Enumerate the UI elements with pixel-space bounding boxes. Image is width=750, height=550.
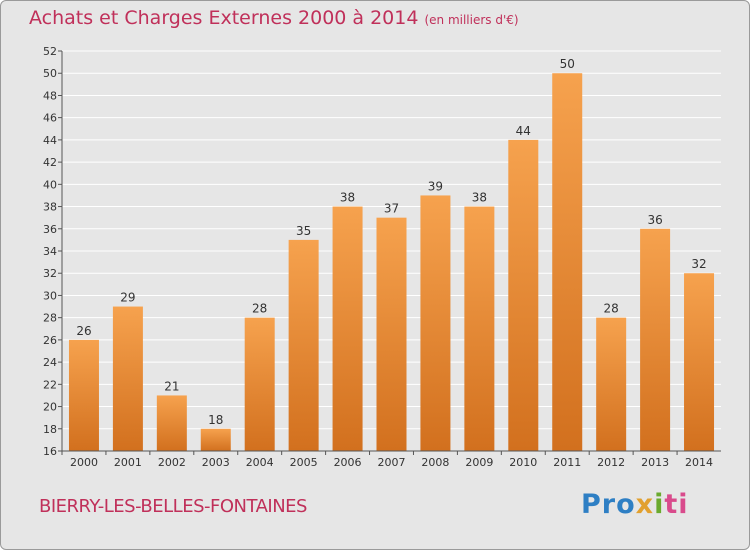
proxiti-logo[interactable]: Proxiti [581,489,689,520]
value-label-2008: 39 [428,179,443,193]
chart-title-text: Achats et Charges Externes 2000 à 2014 [29,7,419,29]
bar-2006 [332,206,363,451]
x-tick-label-2003: 2003 [202,456,230,469]
x-tick-label-2005: 2005 [290,456,318,469]
x-axis: 2000 2001 2002 2003 2004 2005 2006 2007 2008 2009… [61,450,721,469]
y-tick-label: 32 [43,267,57,280]
bar-2012 [596,317,627,451]
value-label-2012: 28 [604,302,619,316]
value-label-2014: 32 [691,257,706,271]
x-tick-label-2013: 2013 [641,456,669,469]
logo-part: Pro [581,489,636,520]
y-tick-label: 16 [43,445,57,458]
x-tick-label-2010: 2010 [509,456,537,469]
bar-2000 [68,339,99,451]
bar-2004 [244,317,275,451]
value-label-2002: 21 [164,379,179,393]
value-label-2006: 38 [340,191,355,205]
x-tick-label-2012: 2012 [597,456,625,469]
y-axis: 16 18 20 22 24 26 28 30 32 34 36 38 40 42 44 46 48 50 52 [43,45,63,458]
y-tick-label: 24 [43,356,57,369]
chart-title: Achats et Charges Externes 2000 à 2014 (e… [29,7,519,29]
x-tick-label-2014: 2014 [685,456,713,469]
logo-part: x [635,489,655,520]
y-tick-label: 18 [43,423,57,436]
y-tick-label: 34 [43,245,57,258]
bar-2014 [684,273,715,451]
x-tick-label-2007: 2007 [378,456,406,469]
bar-2002 [156,395,187,451]
y-tick-label: 50 [43,67,57,80]
bar-2001 [112,306,143,451]
bar-2009 [464,206,495,451]
chart-unit-note: (en milliers d'€) [424,13,519,27]
y-tick-label: 40 [43,178,57,191]
y-tick-label: 22 [43,378,57,391]
bar-2011 [552,73,583,451]
x-tick-label-2011: 2011 [553,456,581,469]
y-tick-label: 28 [43,312,57,325]
value-label-2005: 35 [296,224,311,238]
x-tick-label-2002: 2002 [158,456,186,469]
y-tick-label: 30 [43,289,57,302]
x-tick-label-2006: 2006 [334,456,362,469]
value-label-2009: 38 [472,191,487,205]
logo-part: ti [664,489,689,520]
commune-name: BIERRY-LES-BELLES-FONTAINES [39,496,307,517]
y-tick-label: 26 [43,334,57,347]
x-tick-label-2004: 2004 [246,456,274,469]
value-label-2001: 29 [120,291,135,305]
value-label-2000: 26 [76,324,91,338]
bar-2003 [200,428,231,451]
bar-2005 [288,239,319,451]
x-tick-label-2008: 2008 [421,456,449,469]
bar-2007 [376,217,407,451]
y-tick-label: 42 [43,156,57,169]
value-label-2013: 36 [647,213,662,227]
y-tick-label: 38 [43,201,57,214]
y-tick-label: 46 [43,112,57,125]
x-tick-label-2000: 2000 [70,456,98,469]
value-label-2004: 28 [252,302,267,316]
y-tick-label: 48 [43,89,57,102]
y-tick-label: 36 [43,223,57,236]
x-tick-label-2001: 2001 [114,456,142,469]
value-labels: 26 29 21 18 28 35 38 37 39 38 44 50 28 36 32 [76,57,706,427]
y-tick-label: 52 [43,45,57,58]
y-tick-label: 20 [43,401,57,414]
bar-2013 [640,228,671,451]
y-tick-label: 44 [43,134,57,147]
bar-2010 [508,139,539,451]
x-tick-label-2009: 2009 [465,456,493,469]
value-label-2003: 18 [208,413,223,427]
bar-2008 [420,195,451,451]
value-label-2011: 50 [560,57,575,71]
bars [68,73,715,451]
value-label-2010: 44 [516,124,531,138]
logo-part: i [654,489,665,520]
value-label-2007: 37 [384,202,399,216]
